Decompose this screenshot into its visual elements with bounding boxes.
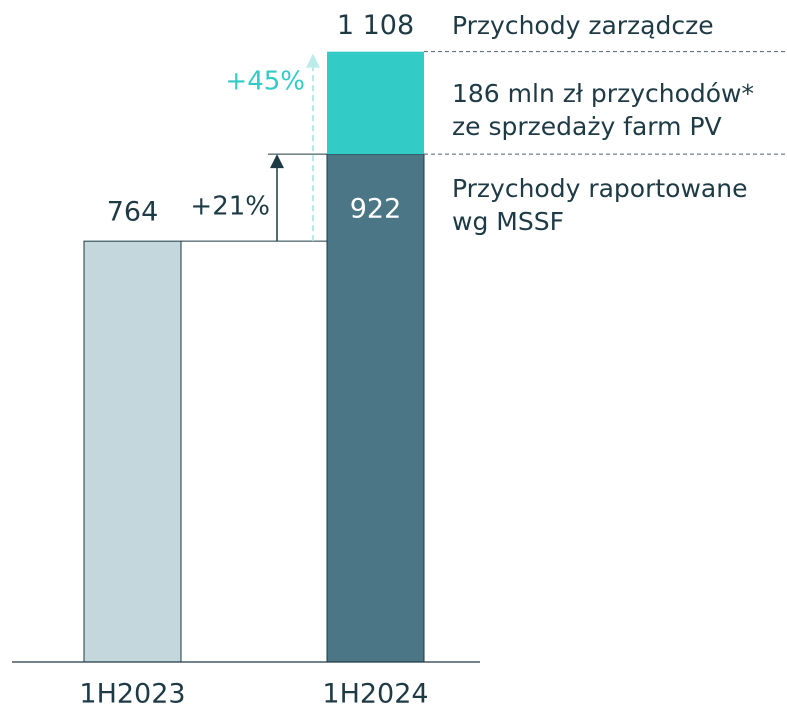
arrow-head bbox=[306, 53, 320, 68]
value-label: 764 bbox=[107, 197, 159, 228]
legend-label: 186 mln zł przychodów* bbox=[452, 79, 754, 108]
legend-label: Przychody raportowane bbox=[452, 174, 747, 203]
arrow-head bbox=[270, 154, 284, 169]
bar bbox=[327, 51, 424, 155]
value-label: 922 bbox=[350, 194, 402, 225]
legend-label: Przychody zarządcze bbox=[452, 11, 714, 40]
total-label: 1 108 bbox=[337, 10, 414, 41]
x-tick-label: 1H2024 bbox=[322, 679, 428, 710]
bar bbox=[326, 153, 425, 663]
legend-label: wg MSSF bbox=[452, 207, 564, 236]
annotation: +21% bbox=[190, 192, 270, 222]
legend-label: ze sprzedaży farm PV bbox=[452, 112, 722, 141]
x-tick-label: 1H2023 bbox=[79, 679, 185, 710]
annotation: +45% bbox=[225, 67, 305, 97]
bar bbox=[83, 240, 182, 663]
